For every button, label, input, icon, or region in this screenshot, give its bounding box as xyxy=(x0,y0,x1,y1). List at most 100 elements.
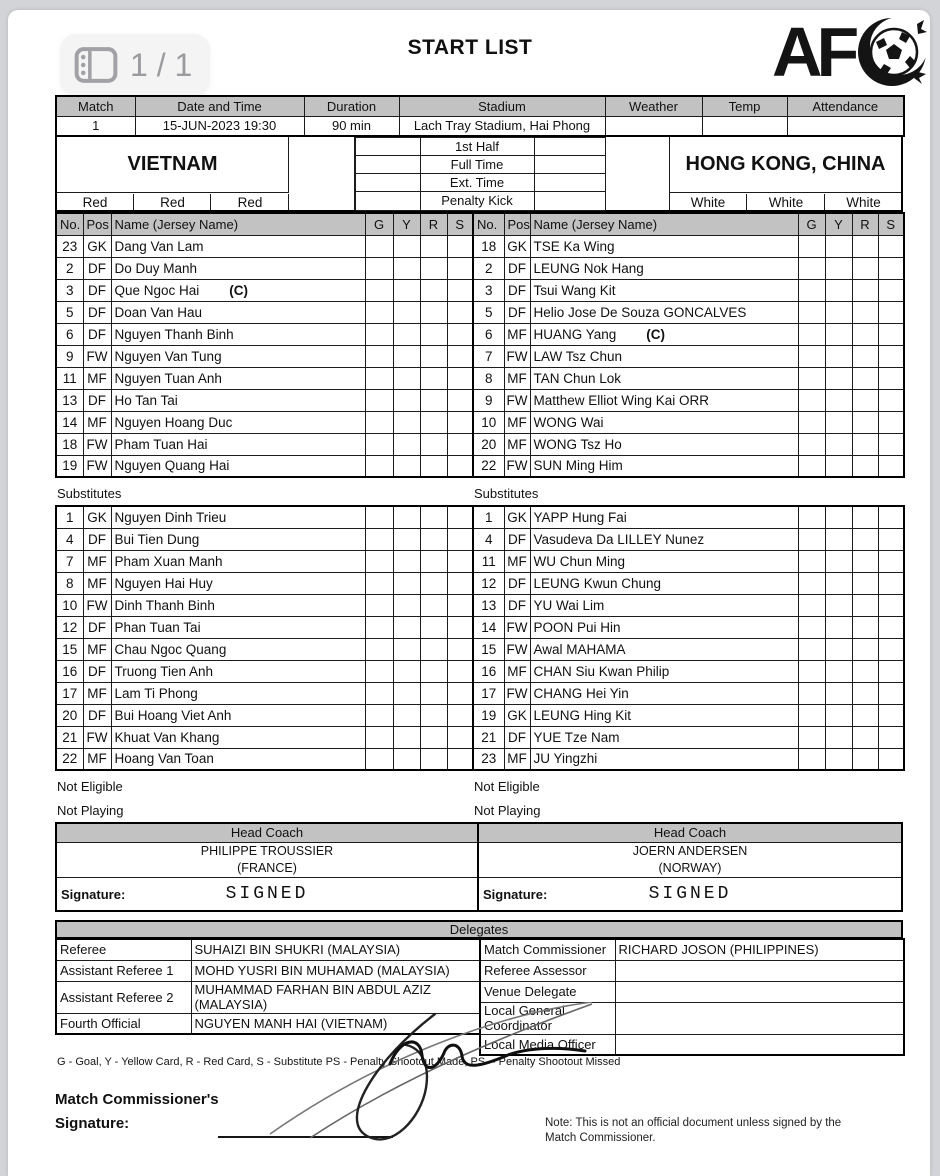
stat-cell-y xyxy=(392,615,421,639)
player-pos: DF xyxy=(82,278,112,302)
page-indicator[interactable]: 1 / 1 xyxy=(60,34,210,96)
not-eligible-label-away: Not Eligible xyxy=(474,779,540,794)
stat-cell-g xyxy=(364,615,394,639)
stat-cell-g xyxy=(797,410,826,434)
stat-cell-r xyxy=(419,234,448,258)
match-attendance xyxy=(786,115,905,137)
stat-cell-g xyxy=(364,344,394,368)
delegate-name-value xyxy=(614,1033,905,1056)
score-grid: 1st Half Full Time Ext. Time Penalty Kic… xyxy=(354,136,606,211)
delegate-role-label: Assistant Referee 2 xyxy=(55,980,192,1014)
player-name: Doan Van Hau xyxy=(110,300,366,324)
player-row: 22 FW SUN Ming Him xyxy=(472,454,905,478)
player-pos: MF xyxy=(82,571,112,595)
player-row: 16 MF CHAN Siu Kwan Philip xyxy=(472,659,905,683)
stat-cell-s xyxy=(877,366,905,390)
player-row: 18 FW Pham Tuan Hai xyxy=(55,432,474,456)
stat-cell-g xyxy=(797,278,826,302)
player-pos: MF xyxy=(503,366,531,390)
stat-cell-g xyxy=(797,454,826,478)
player-row: 13 DF Ho Tan Tai xyxy=(55,388,474,412)
stat-cell-r xyxy=(419,344,448,368)
score-cell-home xyxy=(354,154,421,174)
player-row: 6 MF HUANG Yang (C) xyxy=(472,322,905,346)
signature-line xyxy=(218,1136,393,1138)
player-name: Phan Tuan Tai xyxy=(110,615,366,639)
stat-cell-g xyxy=(797,703,826,727)
delegate-row: Fourth Official NGUYEN MANH HAI (VIETNAM) xyxy=(55,1012,481,1035)
stat-cell-y xyxy=(392,571,421,595)
stat-cell-r xyxy=(851,681,879,705)
player-pos: DF xyxy=(82,703,112,727)
stat-cell-r xyxy=(419,725,448,749)
player-number: 17 xyxy=(472,681,505,705)
score-cell-away xyxy=(533,191,606,211)
stat-cell-s xyxy=(446,366,474,390)
delegate-row: Assistant Referee 2 MUHAMMAD FARHAN BIN A… xyxy=(55,980,481,1014)
col-header-no: No. xyxy=(472,212,505,236)
signature-scribble-icon xyxy=(269,1001,593,1141)
stat-cell-r xyxy=(419,747,448,771)
player-pos: MF xyxy=(82,637,112,661)
stat-cell-r xyxy=(851,725,879,749)
signature-label: Signature: xyxy=(61,886,126,902)
stat-cell-g xyxy=(364,256,394,280)
stat-cell-s xyxy=(446,234,474,258)
player-pos: GK xyxy=(82,234,112,258)
player-number: 11 xyxy=(472,549,505,573)
player-pos: DF xyxy=(82,322,112,346)
player-name: CHAN Siu Kwan Philip xyxy=(529,659,799,683)
stat-cell-y xyxy=(824,725,853,749)
stat-cell-y xyxy=(392,527,421,551)
delegate-row: Assistant Referee 1 MOHD YUSRI BIN MUHAMA… xyxy=(55,959,481,982)
col-header-name: Name (Jersey Name) xyxy=(110,212,366,236)
stat-cell-r xyxy=(419,615,448,639)
player-row: 22 MF Hoang Van Toan xyxy=(55,747,474,771)
col-header-y: Y xyxy=(824,212,853,236)
stat-cell-g xyxy=(797,366,826,390)
player-row: 17 MF Lam Ti Phong xyxy=(55,681,474,705)
player-pos: MF xyxy=(503,659,531,683)
head-coach-header: Head Coach xyxy=(57,824,477,843)
player-pos: DF xyxy=(503,256,531,280)
stat-cell-s xyxy=(877,432,905,456)
player-name: LAW Tsz Chun xyxy=(529,344,799,368)
handwritten-signature xyxy=(240,1001,600,1152)
player-number: 20 xyxy=(55,703,84,727)
player-row: 3 DF Que Ngoc Hai (C) xyxy=(55,278,474,302)
stat-cell-g xyxy=(364,366,394,390)
player-number: 7 xyxy=(55,549,84,573)
substitutes-label-away: Substitutes xyxy=(474,486,539,501)
delegate-role-label: Referee xyxy=(55,938,192,961)
stat-cell-r xyxy=(419,571,448,595)
stat-cell-r xyxy=(419,366,448,390)
player-pos: DF xyxy=(82,659,112,683)
col-header-r: R xyxy=(419,212,448,236)
stat-cell-s xyxy=(877,256,905,280)
stat-cell-r xyxy=(851,278,879,302)
player-pos: MF xyxy=(82,410,112,434)
player-number: 15 xyxy=(55,637,84,661)
stat-cell-y xyxy=(392,366,421,390)
player-row: 17 FW CHANG Hei Yin xyxy=(472,681,905,705)
score-row-label: Ext. Time xyxy=(419,173,535,193)
stat-cell-s xyxy=(446,256,474,280)
player-name: Vasudeva Da LILLEY Nunez xyxy=(529,527,799,551)
stat-cell-s xyxy=(877,615,905,639)
player-number: 8 xyxy=(472,366,505,390)
player-name: LEUNG Nok Hang xyxy=(529,256,799,280)
player-row: 2 DF Do Duy Manh xyxy=(55,256,474,280)
stat-cell-y xyxy=(824,278,853,302)
stat-cell-g xyxy=(797,322,826,346)
delegate-name-value xyxy=(614,1001,905,1035)
player-pos: DF xyxy=(82,256,112,280)
stat-cell-y xyxy=(824,432,853,456)
stat-cell-s xyxy=(446,725,474,749)
delegate-name-value: NGUYEN MANH HAI (VIETNAM) xyxy=(190,1012,481,1035)
player-number: 20 xyxy=(472,432,505,456)
team-header-block: VIETNAM Red Red Red 1st Half Full Time E… xyxy=(55,135,903,212)
stat-cell-y xyxy=(392,703,421,727)
col-header-s: S xyxy=(446,212,474,236)
stat-cell-r xyxy=(851,344,879,368)
player-row: 8 MF TAN Chun Lok xyxy=(472,366,905,390)
